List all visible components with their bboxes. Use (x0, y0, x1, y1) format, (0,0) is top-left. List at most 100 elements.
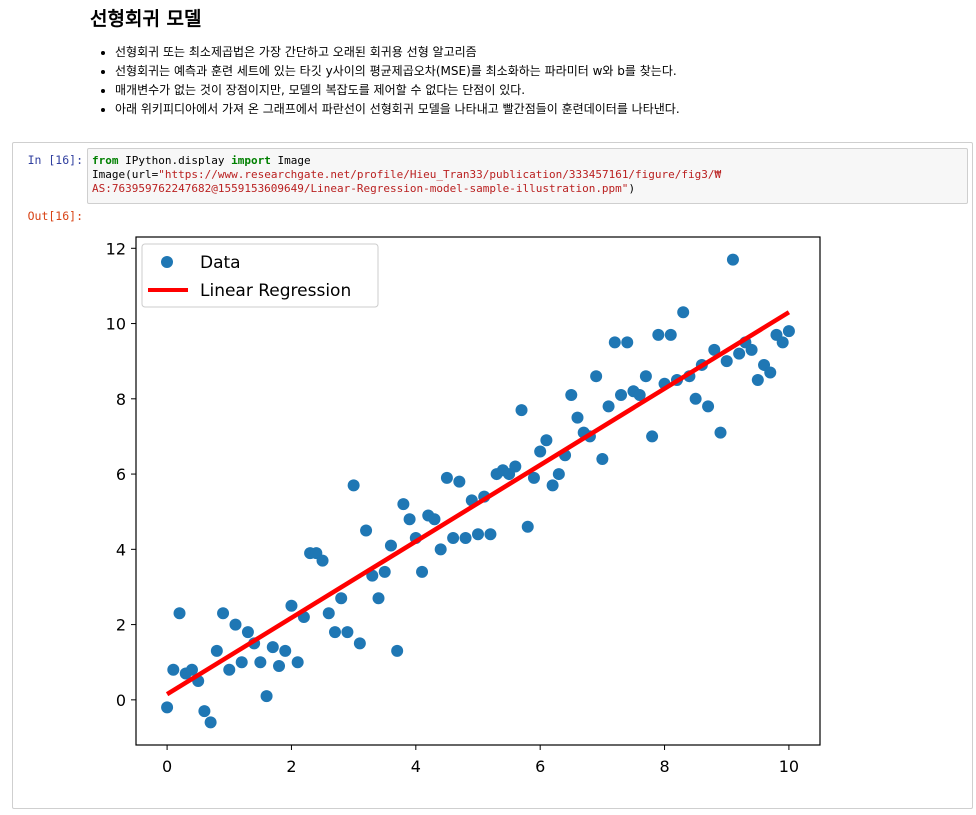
x-axis: 0 2 4 6 8 10 (162, 745, 799, 776)
data-point (173, 607, 186, 620)
code-url-string-1: "https://www.researchgate.net/profile/Hi… (158, 168, 722, 181)
data-point (720, 355, 733, 368)
output-prompt: Out[16]: (27, 209, 83, 223)
data-point (652, 328, 665, 341)
data-point (266, 641, 279, 654)
x-tick-label: 8 (659, 757, 669, 776)
code-close-paren: ) (628, 182, 636, 195)
data-point (527, 471, 540, 484)
data-point (167, 663, 180, 676)
data-point (328, 626, 341, 639)
bullet-item: 선형회귀 또는 최소제곱법은 가장 간단하고 오래된 회귀용 선형 알고리즘 (115, 43, 975, 62)
x-tick-label: 4 (411, 757, 421, 776)
y-tick-label: 12 (106, 239, 126, 258)
data-point (639, 370, 652, 383)
y-tick-label: 2 (116, 616, 126, 635)
data-point (745, 343, 758, 356)
data-point (565, 389, 578, 402)
code-editor[interactable]: from IPython.display import Image Image(… (87, 148, 968, 204)
data-point (260, 690, 273, 703)
y-tick-label: 8 (116, 390, 126, 409)
data-point (161, 701, 174, 714)
data-point (590, 370, 603, 383)
data-point (459, 532, 472, 545)
data-point (335, 592, 348, 605)
data-point (347, 479, 360, 492)
data-point (615, 389, 628, 402)
data-point (509, 460, 522, 473)
data-point (403, 513, 416, 526)
data-point (571, 411, 584, 424)
code-name: Image (270, 154, 311, 167)
data-point (198, 705, 211, 718)
data-point (714, 426, 727, 439)
data-point (602, 400, 615, 413)
data-point (646, 430, 659, 443)
data-point (484, 528, 497, 541)
data-point (540, 434, 553, 447)
data-point (273, 659, 286, 672)
data-point (664, 328, 677, 341)
data-point (366, 569, 379, 582)
data-point (416, 565, 429, 578)
data-point (341, 626, 354, 639)
data-points (161, 253, 795, 729)
data-point (633, 389, 646, 402)
data-point (428, 513, 441, 526)
data-point (608, 336, 621, 349)
data-point (782, 325, 795, 338)
data-point (391, 644, 404, 657)
code-module: IPython.display (118, 154, 232, 167)
data-point (546, 479, 559, 492)
data-point (254, 656, 267, 669)
data-point (285, 599, 298, 612)
data-point (521, 520, 534, 533)
bullet-item: 매개변수가 없는 것이 장점이지만, 모델의 복잡도를 제어할 수 없다는 단점… (115, 81, 975, 100)
y-tick-label: 10 (106, 315, 126, 334)
legend-data-label: Data (200, 253, 241, 273)
data-point (397, 498, 410, 511)
data-point (447, 532, 460, 545)
x-tick-label: 6 (535, 757, 545, 776)
plot-frame (135, 236, 821, 746)
data-point (434, 543, 447, 556)
bullet-list: 선형회귀 또는 최소제곱법은 가장 간단하고 오래된 회귀용 선형 알고리즘 선… (87, 43, 975, 119)
y-tick-label: 4 (116, 540, 126, 559)
data-point (316, 554, 329, 567)
legend-box (141, 243, 379, 308)
data-point (223, 663, 236, 676)
data-point (764, 366, 777, 379)
code-cell[interactable]: In [16]: from IPython.display import Ima… (12, 142, 973, 809)
data-point (472, 528, 484, 541)
code-call: Image(url= (92, 168, 159, 181)
bullet-item: 아래 위키피디아에서 가져 온 그래프에서 파란선이 선형회귀 모델을 나타내고… (115, 100, 975, 119)
x-tick-label: 10 (779, 757, 799, 776)
data-point (702, 400, 715, 413)
data-point (440, 471, 453, 484)
data-point (689, 392, 702, 405)
data-point (733, 347, 746, 360)
data-point (241, 626, 254, 639)
keyword-from: from (92, 154, 119, 167)
data-point (217, 607, 230, 620)
section-heading: 선형회귀 모델 (90, 8, 202, 30)
data-point (596, 453, 609, 466)
data-point (708, 343, 721, 356)
data-point (372, 592, 385, 605)
data-point (515, 404, 528, 417)
data-point (353, 637, 366, 650)
data-point (210, 644, 223, 657)
data-point (776, 336, 789, 349)
data-point (751, 373, 764, 386)
legend-line-label: Linear Regression (200, 281, 351, 301)
code-url-string-2: AS:763959762247682@1559153609649/Linear-… (92, 182, 629, 195)
keyword-import: import (231, 154, 271, 167)
regression-chart: 0 2 4 6 8 10 12 0 2 4 6 8 10 Data Linear Regression (106, 236, 821, 776)
data-point (235, 656, 248, 669)
data-point (229, 618, 242, 631)
data-point (185, 663, 198, 676)
data-point (726, 253, 739, 266)
legend: Data Linear Regression (141, 243, 379, 308)
data-point (552, 468, 565, 481)
data-point (291, 656, 304, 669)
